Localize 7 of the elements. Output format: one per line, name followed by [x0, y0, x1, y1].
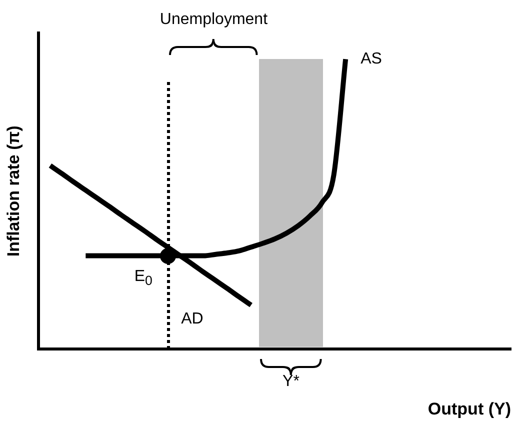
text: Y*: [282, 373, 300, 392]
x-axis-title: Output (Y): [428, 399, 511, 418]
y-axis-title: Inflation rate (π): [4, 126, 23, 257]
series-label: AD: [181, 310, 204, 328]
series-label: AS: [360, 50, 382, 68]
text: Unemployment: [158, 11, 269, 30]
annotation: E$_{0}$: [134, 268, 152, 288]
